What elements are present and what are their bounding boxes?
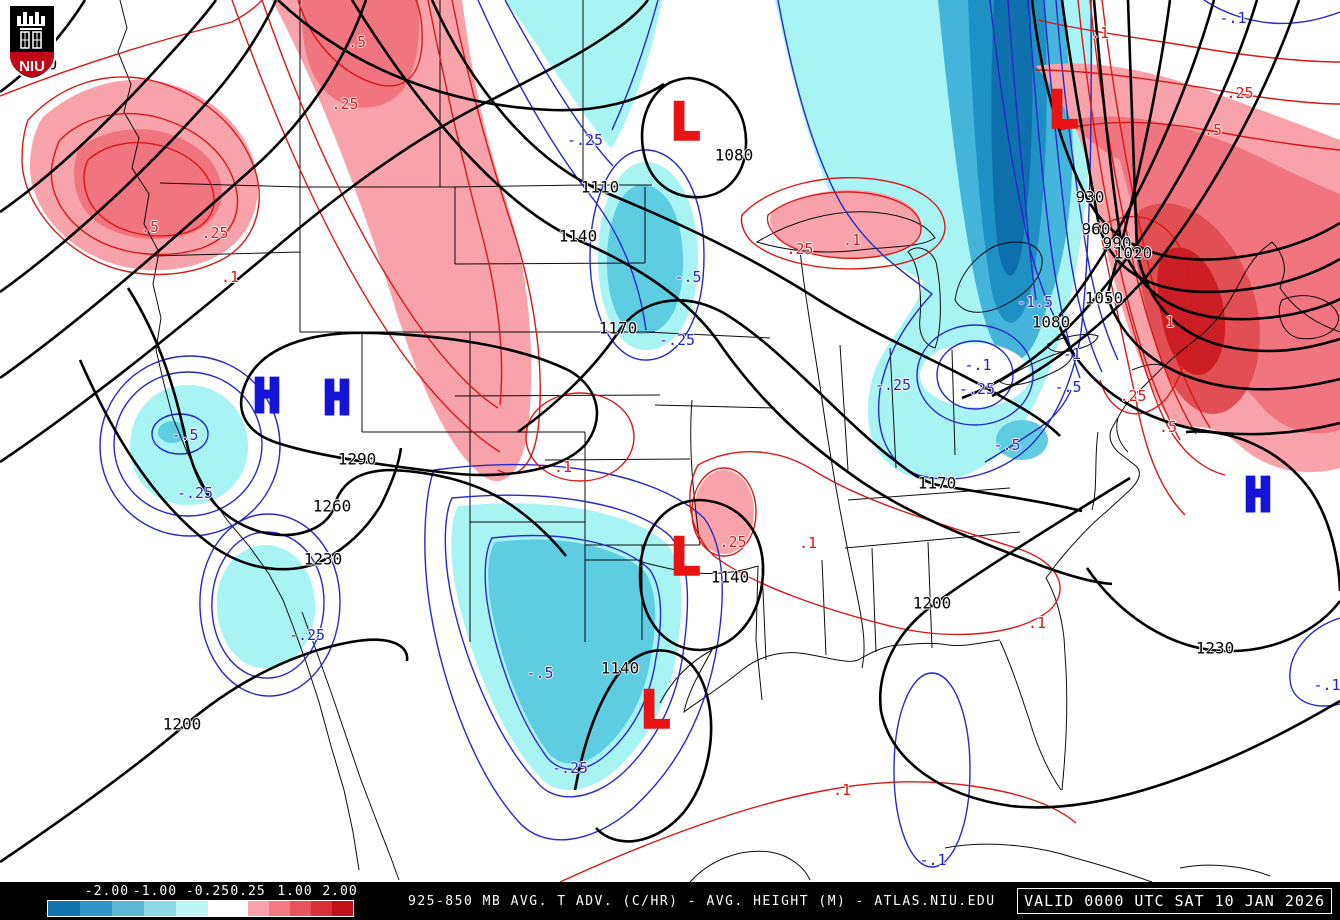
colorbar-segment [311,901,332,916]
height-contour-label: 1200 [162,714,202,734]
logo-text: NIU [19,58,45,75]
cold-adv-contour-label: -1.5 [1016,293,1054,311]
height-contour-label: 1140 [600,658,640,678]
legend-tick-label: 0.25 [230,884,266,899]
legend-colorbar [47,900,354,917]
cold-adv-contour-label: -1 [1062,345,1082,363]
height-contour-label: 1290 [337,449,377,469]
warm-adv-contour-label: .5 [1158,418,1178,436]
height-contour-label: 1080 [714,145,754,165]
map-title: 925-850 MB AVG. T ADV. (C/HR) - AVG. HEI… [408,894,996,909]
cold-adv-contour-label: -.25 [566,131,604,149]
castle-icon [17,12,45,49]
height-contour-label: 1200 [912,593,952,613]
warm-adv-contour-label: .25 [1226,84,1254,102]
legend-tick-label: -1.00 [132,884,178,899]
warm-adv-contour-label: .5 [1203,121,1223,139]
cold-adv-contour-label: -.25 [958,380,996,398]
legend-tick-label: -2.00 [84,884,130,899]
colorbar-segment [332,901,353,916]
height-contour-label: 930 [1075,187,1105,207]
warm-adv-contour-label: .1 [1090,24,1110,42]
colorbar-segment [112,901,144,916]
low-pressure-marker: L [638,681,672,739]
cold-adv-contour-label: -.5 [171,426,199,444]
colorbar-segment [176,901,208,916]
warm-adv-contour-label: .5 [140,218,160,236]
height-contour-label: 1170 [917,473,957,493]
height-contour-label: 1050 [1084,288,1124,308]
colorbar-segment [290,901,311,916]
cold-adv-contour-label: -.25 [288,626,326,644]
colorbar-segment [248,901,269,916]
colorbar-segment [48,901,80,916]
high-pressure-marker: H [322,371,353,425]
cold-adv-contour-label: -.25 [551,759,589,777]
low-pressure-marker: L [668,93,702,151]
warm-adv-contour-label: .1 [1027,614,1047,632]
warm-adv-contour-label: .25 [1119,387,1147,405]
low-pressure-marker: L [668,528,702,586]
niu-logo: NIU [8,4,56,81]
warm-adv-contour-label: .1 [220,268,240,286]
colorbar-segment [208,901,248,916]
cold-adv-contour-label: -.1 [1219,9,1247,27]
warm-adv-contour-label: .25 [786,240,814,258]
warm-adv-contour-label: .1 [798,534,818,552]
cold-adv-contour-label: -.5 [1054,378,1082,396]
warm-adv-contour-label: .1 [832,781,852,799]
low-pressure-marker: L [1046,81,1080,139]
cold-adv-contour-label: -.25 [874,376,912,394]
legend-tick-label: 1.00 [277,884,313,899]
warm-adv-contour-label: .1 [842,231,862,249]
map-label-layer: 0050108011101140117012901260123012001140… [19,9,1340,869]
cold-adv-contour-label: -.5 [526,664,554,682]
height-contour-label: 1020 [1113,243,1153,263]
high-pressure-marker: H [1243,468,1274,522]
warm-adv-contour-label: .5 [347,33,367,51]
footer-bar: -2.00 -1.00 -0.25 0.25 1.00 2.00 925-850 MB A… [0,882,1340,920]
legend-tick-label: -0.25 [185,884,231,899]
height-contour-label: 1170 [598,318,638,338]
height-contour-label: 1110 [580,177,620,197]
legend-tick-label: 2.00 [322,884,358,899]
cold-adv-contour-label: -.25 [658,331,696,349]
warm-adv-contour-label: .25 [331,95,359,113]
cold-adv-contour-label: -.1 [964,356,992,374]
height-contour-label: 1230 [303,549,343,569]
warm-adv-contour-label: .1 [553,458,573,476]
cold-adv-contour-label: -.1 [1313,676,1340,694]
analysis-map [0,0,1340,882]
warm-adv-contour-label: .25 [719,533,747,551]
valid-time-box: VALID 0000 UTC SAT 10 JAN 2026 [1017,888,1332,914]
cold-adv-contour-label: -.25 [176,484,214,502]
height-contour-label: 1260 [312,496,352,516]
height-contour-label: 1080 [1031,312,1071,332]
colorbar-segment [269,901,290,916]
height-contour-label: 1140 [558,226,598,246]
high-pressure-marker: H [252,369,283,423]
height-contour-label: 1230 [1195,638,1235,658]
cold-adv-contour-label: -.5 [674,268,702,286]
height-contour-label: 1140 [710,567,750,587]
height-contour-label: 960 [1081,219,1111,239]
warm-adv-contour-label: .25 [201,224,229,242]
cold-advection-contours [99,0,1340,868]
cold-adv-contour-label: -.1 [919,851,947,869]
height-contour-label: 990 [1102,233,1132,253]
warm-adv-contour-label: 1 [1165,313,1175,331]
cold-adv-contour-label: -.5 [993,436,1021,454]
height-contours [0,0,1340,864]
colorbar-segment [80,901,112,916]
colorbar-segment [144,901,176,916]
